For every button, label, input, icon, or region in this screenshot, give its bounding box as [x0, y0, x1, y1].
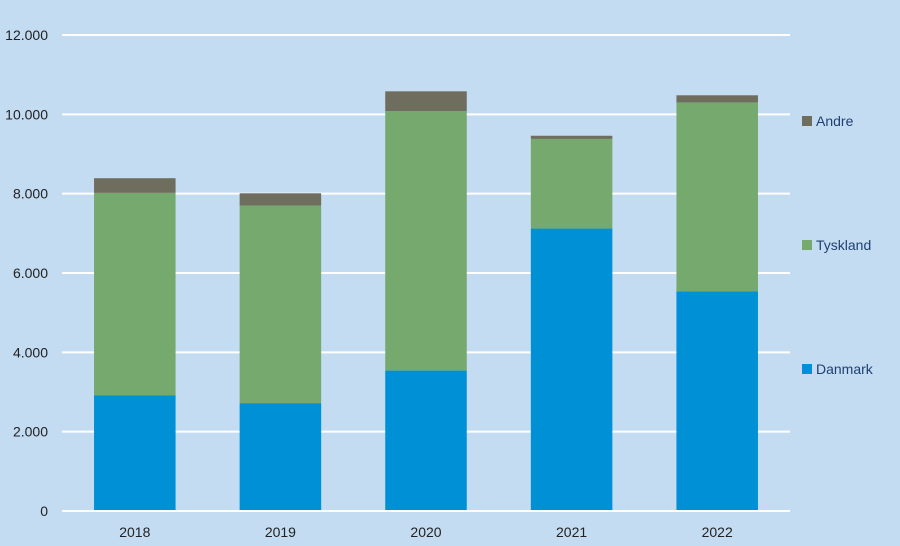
y-tick-label: 8.000	[13, 186, 48, 202]
legend-label-danmark: Danmark	[816, 361, 874, 377]
x-tick-label: 2018	[119, 524, 150, 540]
bars	[94, 91, 758, 511]
y-tick-label: 0	[40, 503, 48, 519]
bar-segment-danmark-2021	[530, 228, 613, 511]
bar-segment-tyskland-2018	[94, 192, 176, 396]
bar-segment-tyskland-2021	[530, 138, 613, 229]
y-tick-label: 12.000	[5, 27, 48, 43]
bar-segment-danmark-2019	[239, 403, 322, 511]
legend-swatch-andre	[802, 116, 812, 126]
legend-swatch-danmark	[802, 364, 812, 374]
x-tick-label: 2021	[556, 524, 587, 540]
bar-segment-andre-2018	[94, 178, 176, 193]
legend-swatch-tyskland	[802, 240, 812, 250]
bar-segment-tyskland-2022	[676, 102, 758, 292]
y-tick-label: 4.000	[13, 344, 48, 360]
bar-segment-tyskland-2020	[385, 111, 467, 371]
bar-segment-andre-2022	[676, 95, 758, 103]
bar-segment-danmark-2022	[676, 291, 758, 511]
x-tick-label: 2022	[702, 524, 733, 540]
y-tick-label: 6.000	[13, 265, 48, 281]
bar-segment-tyskland-2019	[239, 205, 322, 404]
bar-segment-andre-2021	[530, 135, 613, 139]
x-tick-label: 2019	[265, 524, 296, 540]
x-tick-label: 2020	[410, 524, 441, 540]
y-tick-label: 10.000	[5, 106, 48, 122]
axes: 0 2.000 4.000 6.000 8.000 10.000 12.000 2018 201…	[5, 27, 790, 540]
bar-segment-andre-2019	[239, 193, 322, 206]
bar-segment-danmark-2020	[385, 370, 467, 511]
y-tick-label: 2.000	[13, 424, 48, 440]
legend-label-tyskland: Tyskland	[816, 237, 871, 253]
bar-segment-danmark-2018	[94, 395, 176, 511]
legend-label-andre: Andre	[816, 113, 854, 129]
bar-segment-andre-2020	[385, 91, 467, 112]
legend: Andre Tyskland Danmark	[802, 113, 874, 377]
